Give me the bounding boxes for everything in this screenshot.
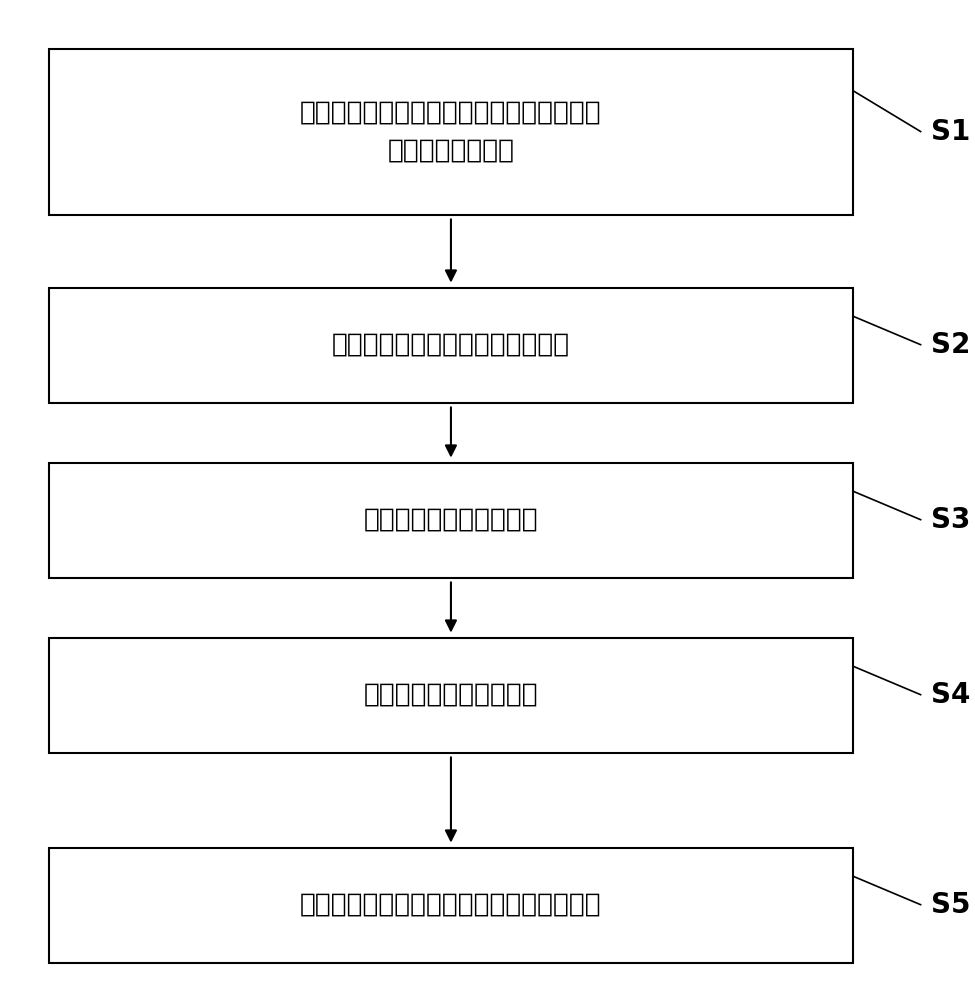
Text: 确定控制系统的代价函数: 确定控制系统的代价函数 (364, 682, 538, 708)
Bar (49, 638, 853, 752)
Text: S4: S4 (931, 681, 970, 709)
Text: S2: S2 (931, 331, 970, 359)
Text: S5: S5 (931, 891, 971, 919)
Bar (49, 848, 853, 962)
Text: S3: S3 (931, 506, 970, 534)
Text: 基于阻抗控制确定力矩控制表达式: 基于阻抗控制确定力矩控制表达式 (332, 332, 570, 358)
Text: 确定变增益表的表式形式: 确定变增益表的表式形式 (364, 507, 538, 533)
Text: 确定基于路径积分学习算法的参数更新规则: 确定基于路径积分学习算法的参数更新规则 (300, 892, 602, 918)
Bar (49, 288, 853, 402)
Bar (49, 49, 853, 215)
Text: 建立带噪声参数的基于动态运动基元的六足
机器人动力学系统: 建立带噪声参数的基于动态运动基元的六足 机器人动力学系统 (300, 100, 602, 164)
Text: S1: S1 (931, 118, 970, 146)
Bar (49, 462, 853, 578)
